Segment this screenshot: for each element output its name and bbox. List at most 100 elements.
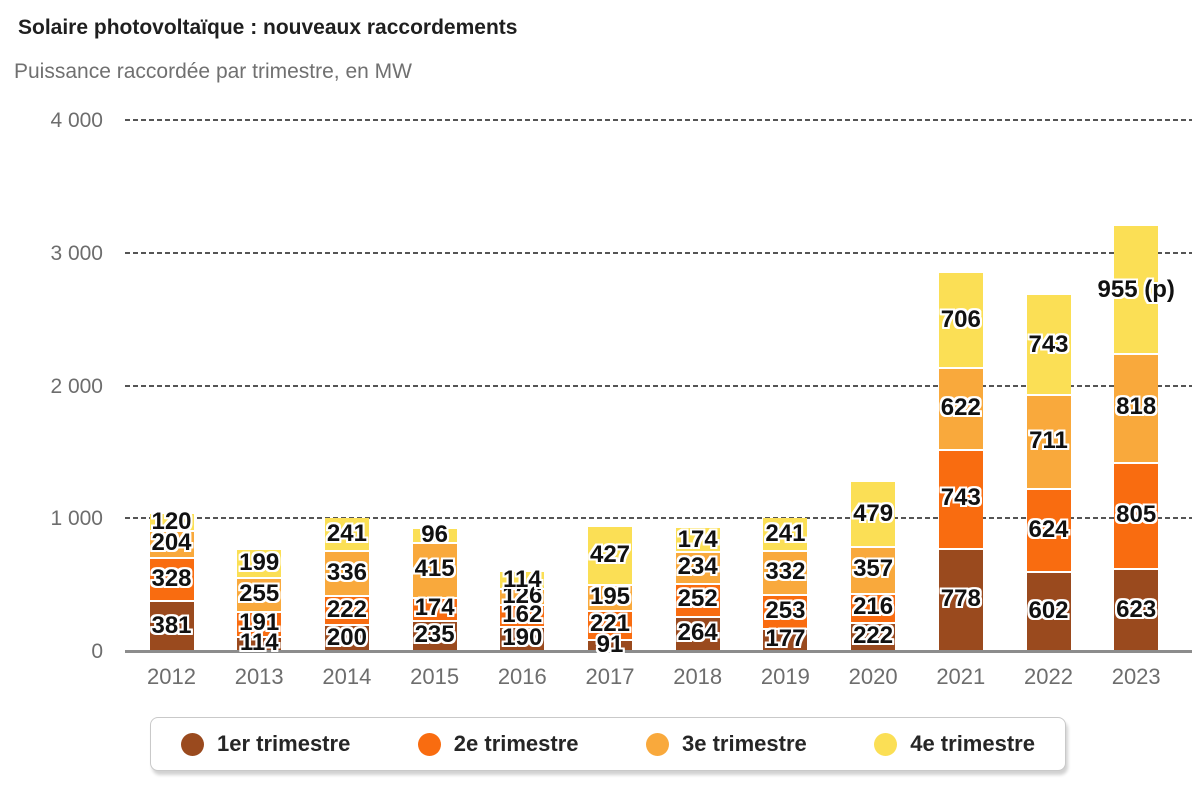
bar-segment-2017-q4: [588, 527, 632, 584]
bar-value-label-2020-q3: 357: [853, 555, 894, 583]
bar-value-label-2014-q1: 200: [326, 623, 367, 651]
bar-value-label-2023-q3: 818: [1116, 393, 1157, 421]
bar-segment-2021-q3: [938, 366, 983, 450]
bar-value-label-2021-q3: 622: [940, 393, 981, 421]
bar-segment-2022-q1: [1026, 571, 1071, 651]
bar-value-label-2018-q2: 252: [677, 585, 718, 613]
bar-segment-2013-q3: [237, 576, 282, 611]
bar-segment-2016-q2: [500, 604, 545, 626]
bar-segment-2016-q3: [500, 587, 545, 605]
bar-value-label-2013-q1: 114: [239, 629, 279, 657]
gridline-3000: [125, 251, 1192, 254]
x-axis-label-2023: 2023: [1111, 664, 1161, 689]
bar-segment-2017-q1: [588, 638, 632, 651]
bar-segment-2015-q1: [412, 619, 457, 651]
bar-value-label-2012-q4: 120: [151, 507, 192, 535]
bar-segment-2021-q2: [938, 449, 983, 548]
bar-value-label-2018-q4: 174: [677, 525, 718, 553]
gridline-1000: [125, 517, 1192, 520]
bar-value-label-2016-q3: 126: [502, 581, 543, 609]
bar-segment-2017-q3: [588, 583, 632, 610]
legend-label-q1: 1er trimestre: [217, 731, 351, 756]
bar-value-label-2015-q3: 415: [414, 555, 455, 583]
y-axis-tick-label: 2 000: [50, 374, 103, 398]
x-axis-label-2017: 2017: [585, 664, 635, 689]
bar-segment-2021-q1: [938, 547, 983, 651]
bar-value-label-2021-q4: 706: [940, 305, 981, 333]
x-axis-label-2015: 2015: [410, 664, 460, 689]
bar-segment-2020-q2: [851, 592, 896, 622]
bar-segment-2016-q4: [500, 572, 545, 588]
chart-title: Solaire photovoltaïque : nouveaux raccor…: [18, 16, 518, 39]
legend-swatch-q2-icon: [417, 732, 441, 756]
x-axis-label-2021: 2021: [936, 664, 986, 689]
bar-segment-2019-q3: [763, 549, 808, 594]
bar-segment-2012-q1: [149, 600, 194, 651]
gridline-4000: [125, 119, 1192, 122]
x-axis-label-2016: 2016: [497, 664, 547, 689]
bar-segment-2016-q1: [500, 625, 545, 651]
bar-value-label-2021-q2: 743: [940, 484, 981, 512]
y-axis-tick-label: 4 000: [50, 109, 103, 133]
bar-value-label-2016-q1: 190: [502, 624, 543, 652]
bar-value-label-2012-q3: 204: [151, 529, 192, 557]
bar-value-label-2017-q4: 427: [589, 541, 631, 569]
bar-segment-2022-q3: [1026, 393, 1071, 489]
y-axis-tick-label: 0: [91, 640, 103, 663]
y-axis-tick-label: 3 000: [50, 241, 103, 265]
bar-segment-2012-q3: [149, 529, 194, 557]
bar-segment-2013-q1: [237, 635, 282, 651]
bar-value-label-2013-q4: 199: [239, 549, 280, 577]
x-axis-line: [125, 650, 1192, 653]
bar-value-label-2015-q2: 174: [414, 594, 455, 622]
bar-segment-2014-q1: [324, 624, 369, 651]
bar-value-label-2019-q2: 253: [765, 596, 806, 624]
bar-value-label-2019-q3: 332: [765, 557, 806, 585]
legend-swatch-q1-icon: [181, 732, 204, 756]
bar-value-label-2015-q1: 235: [414, 621, 455, 649]
bar-segment-2018-q1: [675, 615, 720, 651]
x-axis-label-2013: 2013: [234, 664, 284, 689]
bar-segment-2020-q1: [851, 621, 896, 651]
bar-segment-2014-q3: [324, 550, 369, 595]
bar-segment-2021-q4: [938, 272, 983, 367]
bar-value-label-2013-q2: 191: [239, 609, 280, 637]
bar-segment-2018-q4: [675, 528, 720, 552]
bar-segment-2015-q2: [412, 596, 457, 620]
bar-value-label-2016-q4: 114: [502, 566, 542, 593]
bar-segment-2015-q4: [412, 528, 457, 542]
y-axis-tick-label: 1 000: [50, 507, 103, 531]
bar-value-label-2020-q4: 479: [853, 499, 894, 527]
bar-value-label-2012-q2: 328: [151, 564, 192, 592]
bar-value-label-2023-q2: 805: [1116, 500, 1157, 528]
legend: 1er trimestre 2e trimestre 3e trimestre 4e …: [150, 717, 1066, 771]
x-axis-label-2019: 2019: [760, 664, 810, 689]
bar-segment-2023-q2: [1114, 461, 1159, 569]
bar-value-label-2017-q3: 195: [589, 582, 631, 610]
bar-value-label-2015-q4: 96: [421, 521, 448, 549]
bar-value-label-2018-q3: 234: [677, 553, 718, 580]
bar-segment-2017-q2: [588, 609, 632, 639]
legend-swatch-q3-icon: [646, 732, 669, 756]
bar-value-label-2018-q1: 264: [677, 619, 718, 647]
bar-value-label-2012-q1: 381: [151, 611, 192, 639]
bar-segment-2019-q1: [763, 627, 808, 651]
bar-segment-2012-q4: [149, 513, 194, 530]
bar-value-label-2023-q1: 623: [1116, 595, 1157, 623]
bar-segment-2023-q4: [1114, 226, 1159, 353]
bar-value-label-2017-q2: 221: [589, 610, 631, 638]
bar-value-label-2022-q4: 743: [1028, 330, 1069, 358]
bar-value-label-2013-q3: 255: [239, 579, 280, 607]
bar-value-label-2019-q4: 241: [765, 519, 806, 547]
bar-value-label-2022-q3: 711: [1029, 427, 1068, 455]
bar-segment-2015-q3: [412, 541, 457, 597]
bar-segment-2023-q3: [1114, 352, 1159, 462]
bar-value-label-2022-q2: 624: [1028, 515, 1069, 543]
x-axis-label-2018: 2018: [673, 664, 723, 689]
x-axis-label-2022: 2022: [1024, 664, 1073, 689]
bar-value-label-2021-q1: 778: [940, 585, 981, 613]
legend-label-q3: 3e trimestre: [682, 731, 807, 756]
bar-segment-2019-q2: [763, 593, 808, 628]
